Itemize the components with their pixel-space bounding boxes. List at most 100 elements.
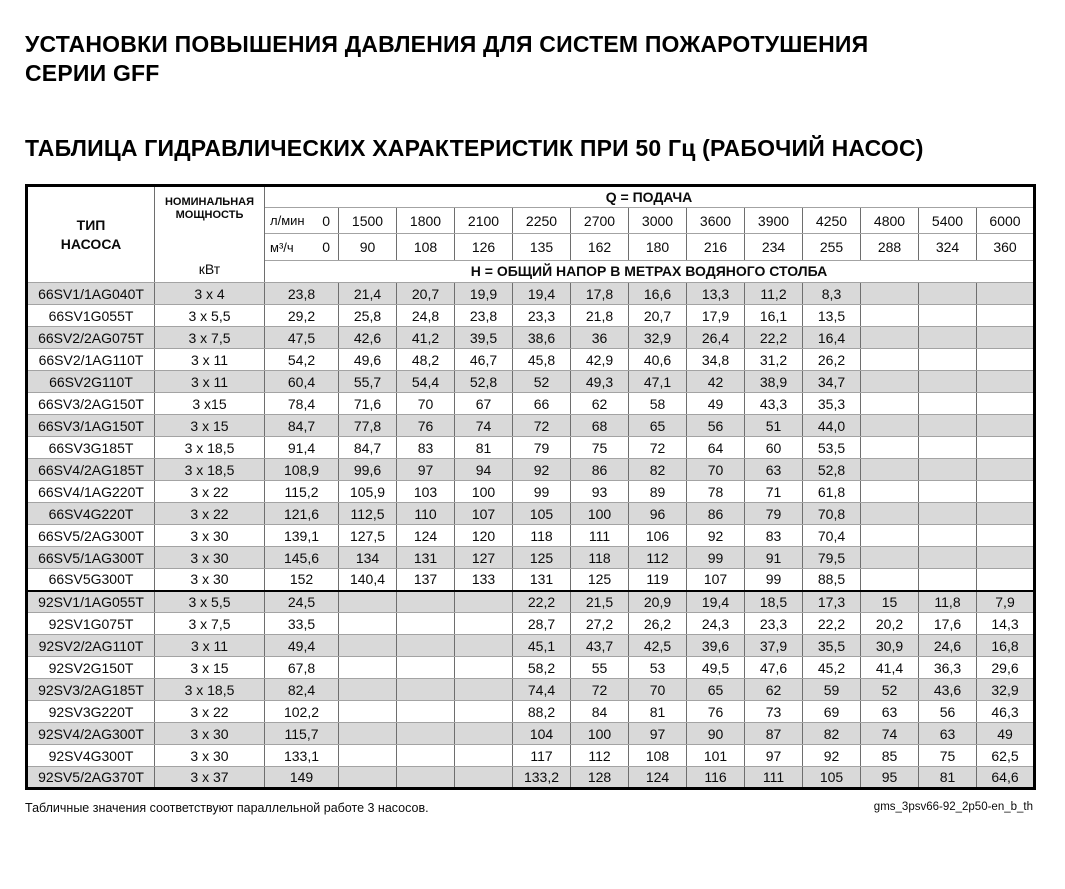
head-value-cell: 47,1	[628, 370, 687, 393]
head-at-zero-cell: 133,1	[264, 744, 339, 767]
head-value-cell: 73	[744, 700, 803, 723]
flow-header-cell: 1500	[338, 207, 397, 235]
head-value-cell: 99	[686, 546, 745, 569]
head-value-cell: 97	[744, 744, 803, 767]
head-value-cell: 96	[628, 502, 687, 525]
head-value-cell: 127,5	[338, 524, 397, 547]
head-value-cell: 22,2	[744, 326, 803, 349]
flow-header-cell: 1800	[396, 207, 455, 235]
head-value-cell	[860, 392, 919, 415]
head-value-cell: 26,2	[628, 612, 687, 635]
head-value-cell: 118	[512, 524, 571, 547]
head-value-cell: 137	[396, 568, 455, 591]
head-value-cell	[396, 700, 455, 723]
head-value-cell	[918, 436, 977, 459]
head-value-cell: 64,6	[975, 766, 1036, 789]
head-value-cell	[918, 282, 977, 305]
lmin-zero-value: 0	[322, 212, 330, 229]
flow-header-cell: 3900	[744, 207, 803, 235]
pump-power-cell: 3 x 22	[154, 700, 265, 723]
head-value-cell: 93	[570, 480, 629, 503]
pump-row: 66SV1/1AG040T 3 x 4 23,8 21,4 20,7 19,9 19,4 17…	[26, 282, 1036, 305]
head-value-cell	[860, 524, 919, 547]
head-at-zero-cell: 54,2	[264, 348, 339, 371]
head-value-cell: 13,3	[686, 282, 745, 305]
head-value-cell: 119	[628, 568, 687, 591]
pump-row: 66SV2G110T 3 x 11 60,4 55,7 54,4 52,8 52 49,3 47…	[26, 370, 1036, 393]
head-value-cell: 22,2	[802, 612, 861, 635]
head-value-cell: 19,4	[686, 589, 745, 613]
head-value-cell: 131	[396, 546, 455, 569]
head-value-cell: 61,8	[802, 480, 861, 503]
head-value-cell: 71,6	[338, 392, 397, 415]
head-value-cell: 42	[686, 370, 745, 393]
head-value-cell: 92	[802, 744, 861, 767]
head-value-cell: 27,2	[570, 612, 629, 635]
head-at-zero-cell: 121,6	[264, 502, 339, 525]
head-value-cell: 49,5	[686, 656, 745, 679]
head-value-cell	[975, 458, 1036, 481]
pump-type-cell: 66SV5/2AG300T	[26, 524, 155, 547]
head-value-cell: 20,7	[628, 304, 687, 327]
head-value-cell: 30,9	[860, 634, 919, 657]
head-value-cell	[975, 414, 1036, 437]
pump-row: 92SV4/2AG300T 3 x 30 115,7 104 100 97 90 87 82 74…	[26, 722, 1036, 745]
head-value-cell	[918, 326, 977, 349]
head-value-cell: 35,5	[802, 634, 861, 657]
head-value-cell: 28,7	[512, 612, 571, 635]
head-value-cell: 16,6	[628, 282, 687, 305]
head-value-cell: 88,5	[802, 568, 861, 591]
flow-header-cell: 126	[454, 233, 513, 261]
head-at-zero-cell: 139,1	[264, 524, 339, 547]
head-value-cell: 36,3	[918, 656, 977, 679]
head-value-cell	[396, 744, 455, 767]
hydraulic-characteristics-table: ТИП НАСОСА НОМИНАЛЬНАЯ МОЩНОСТЬ кВт Q = …	[25, 184, 1037, 790]
head-value-cell: 14,3	[975, 612, 1036, 635]
pump-row: 66SV2/1AG110T 3 x 11 54,2 49,6 48,2 46,7 45,8 4…	[26, 348, 1036, 371]
head-value-cell: 7,9	[975, 589, 1036, 613]
head-value-cell: 45,8	[512, 348, 571, 371]
head-value-cell: 86	[570, 458, 629, 481]
flow-header-cell: 234	[744, 233, 803, 261]
head-value-cell: 52	[860, 678, 919, 701]
head-value-cell: 125	[512, 546, 571, 569]
head-value-cell: 45,1	[512, 634, 571, 657]
nominal-power-label: НОМИНАЛЬНАЯ МОЩНОСТЬ	[164, 196, 254, 221]
head-value-cell: 17,9	[686, 304, 745, 327]
col-header-pump-type: ТИП НАСОСА	[26, 185, 155, 283]
head-value-cell: 69	[802, 700, 861, 723]
pump-row: 66SV1G055T 3 x 5,5 29,2 25,8 24,8 23,8 23,3 21,…	[26, 304, 1036, 327]
power-unit-kw: кВт	[198, 261, 221, 277]
head-value-cell: 117	[512, 744, 571, 767]
head-value-cell: 116	[686, 766, 745, 789]
head-value-cell: 118	[570, 546, 629, 569]
head-value-cell	[918, 568, 977, 591]
head-value-cell: 91	[744, 546, 803, 569]
page-title: УСТАНОВКИ ПОВЫШЕНИЯ ДАВЛЕНИЯ ДЛЯ СИСТЕМ …	[25, 30, 1040, 88]
head-value-cell: 68	[570, 414, 629, 437]
head-value-cell	[860, 326, 919, 349]
pump-row: 66SV4/1AG220T 3 x 22 115,2 105,9 103 100 99 93 8…	[26, 480, 1036, 503]
flow-header-cell: 3000	[628, 207, 687, 235]
pump-type-cell: 92SV1/1AG055T	[26, 589, 155, 613]
flow-header-cell: 162	[570, 233, 629, 261]
head-value-cell: 63	[860, 700, 919, 723]
head-value-cell: 41,2	[396, 326, 455, 349]
pump-type-cell: 92SV2/2AG110T	[26, 634, 155, 657]
pump-row: 66SV5/2AG300T 3 x 30 139,1 127,5 124 120 118 11…	[26, 524, 1036, 547]
head-value-cell	[454, 766, 513, 789]
head-at-zero-cell: 29,2	[264, 304, 339, 327]
pump-type-cell: 66SV1/1AG040T	[26, 282, 155, 305]
head-value-cell: 24,8	[396, 304, 455, 327]
flow-header-cell: 2100	[454, 207, 513, 235]
pump-power-cell: 3 x 7,5	[154, 612, 265, 635]
head-value-cell: 99	[744, 568, 803, 591]
head-value-cell: 40,6	[628, 348, 687, 371]
pump-type-cell: 92SV3/2AG185T	[26, 678, 155, 701]
head-value-cell: 49	[975, 722, 1036, 745]
pump-row: 66SV3/2AG150T 3 x15 78,4 71,6 70 67 66 62 58 49 43…	[26, 392, 1036, 415]
q-flow-header: Q = ПОДАЧА	[263, 184, 1036, 209]
head-value-cell	[918, 304, 977, 327]
head-value-cell: 65	[628, 414, 687, 437]
head-value-cell	[338, 634, 397, 657]
